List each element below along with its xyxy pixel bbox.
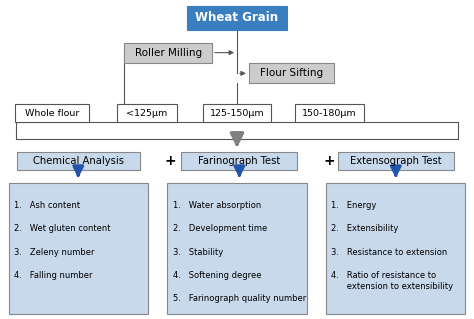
Text: 150-180μm: 150-180μm — [302, 109, 357, 118]
Text: 4.   Softening degree: 4. Softening degree — [173, 271, 261, 280]
Text: 2.   Extensibility: 2. Extensibility — [331, 224, 399, 233]
Text: Whole flour: Whole flour — [25, 109, 79, 118]
FancyBboxPatch shape — [17, 152, 140, 170]
Text: Extensograph Test: Extensograph Test — [350, 156, 442, 166]
FancyBboxPatch shape — [181, 152, 298, 170]
FancyBboxPatch shape — [167, 183, 307, 314]
FancyBboxPatch shape — [187, 6, 287, 30]
Text: 1.   Energy: 1. Energy — [331, 201, 377, 210]
Text: +: + — [165, 154, 176, 168]
Text: Chemical Analysis: Chemical Analysis — [33, 156, 124, 166]
FancyBboxPatch shape — [249, 63, 334, 83]
Text: 4.   Ratio of resistance to
      extension to extensibility: 4. Ratio of resistance to extension to e… — [331, 271, 454, 291]
Text: 2.   Development time: 2. Development time — [173, 224, 267, 233]
Text: 125-150μm: 125-150μm — [210, 109, 264, 118]
FancyBboxPatch shape — [326, 183, 465, 314]
FancyBboxPatch shape — [295, 104, 364, 122]
FancyBboxPatch shape — [337, 152, 454, 170]
Text: 4.   Falling number: 4. Falling number — [14, 271, 93, 280]
Text: 1.   Water absorption: 1. Water absorption — [173, 201, 261, 210]
Text: 3.   Resistance to extension: 3. Resistance to extension — [331, 248, 447, 256]
FancyBboxPatch shape — [124, 43, 212, 63]
Text: Wheat Grain: Wheat Grain — [195, 11, 279, 24]
Text: 1.   Ash content: 1. Ash content — [14, 201, 81, 210]
Text: 2.   Wet gluten content: 2. Wet gluten content — [14, 224, 111, 233]
FancyBboxPatch shape — [117, 104, 176, 122]
Text: Roller Milling: Roller Milling — [135, 48, 202, 58]
FancyBboxPatch shape — [15, 104, 89, 122]
FancyBboxPatch shape — [9, 183, 148, 314]
Text: Flour Sifting: Flour Sifting — [260, 68, 323, 78]
Text: <125μm: <125μm — [126, 109, 168, 118]
Text: +: + — [324, 154, 335, 168]
Text: Farinograph Test: Farinograph Test — [198, 156, 281, 166]
Text: 5.   Farinograph quality number: 5. Farinograph quality number — [173, 294, 306, 303]
FancyBboxPatch shape — [202, 104, 271, 122]
Text: 3.   Stability: 3. Stability — [173, 248, 223, 256]
Text: 3.   Zeleny number: 3. Zeleny number — [14, 248, 95, 256]
